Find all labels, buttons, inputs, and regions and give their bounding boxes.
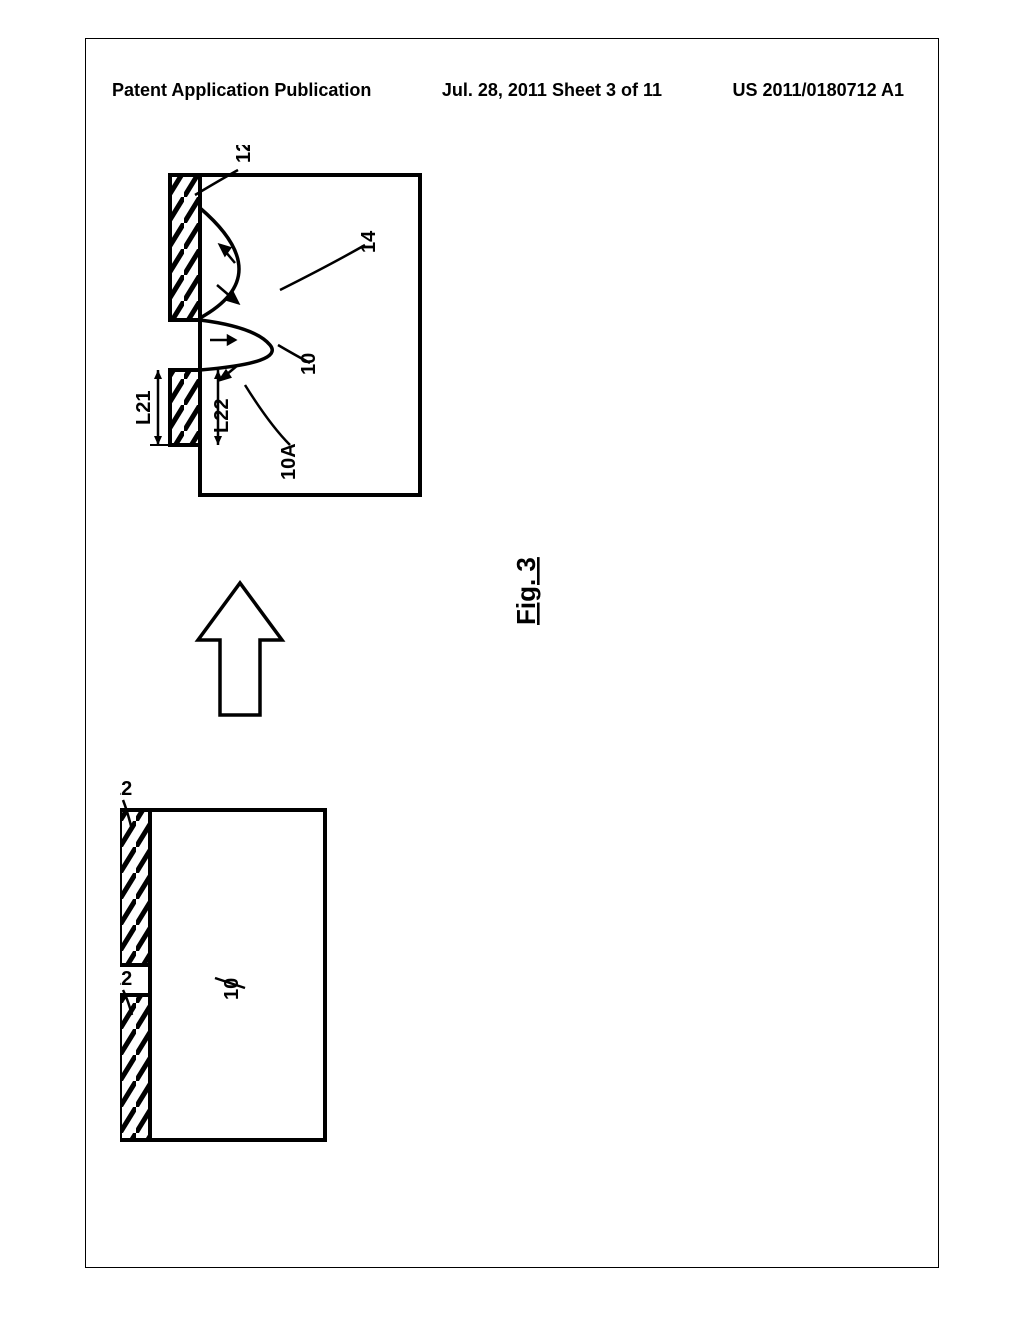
figure-container: 12 12 10 xyxy=(120,145,900,1215)
label-12-bb: 12 xyxy=(120,968,132,990)
label-10A: 10A xyxy=(278,443,300,480)
clear-bg xyxy=(120,145,900,1215)
label-12-bt: 12 xyxy=(120,778,132,800)
header-right: US 2011/0180712 A1 xyxy=(733,80,904,101)
header-left: Patent Application Publication xyxy=(112,80,371,101)
bottom-hatch-top xyxy=(120,810,150,965)
label-12-t: 12 xyxy=(233,145,255,163)
header-center: Jul. 28, 2011 Sheet 3 of 11 xyxy=(442,80,662,101)
bottom-hatch-bottom xyxy=(120,995,150,1140)
label-L21: L21 xyxy=(133,391,155,425)
top-hatch-bottom xyxy=(170,370,200,445)
patent-diagram-svg: 12 12 10 xyxy=(120,145,900,1215)
patent-header: Patent Application Publication Jul. 28, … xyxy=(0,80,1024,101)
figure-label: Fig. 3 xyxy=(511,557,541,625)
label-L22: L22 xyxy=(211,399,233,433)
label-14: 14 xyxy=(358,230,380,253)
diagram-area: 12 12 10 xyxy=(120,145,900,1215)
top-hatch-top xyxy=(170,175,200,320)
